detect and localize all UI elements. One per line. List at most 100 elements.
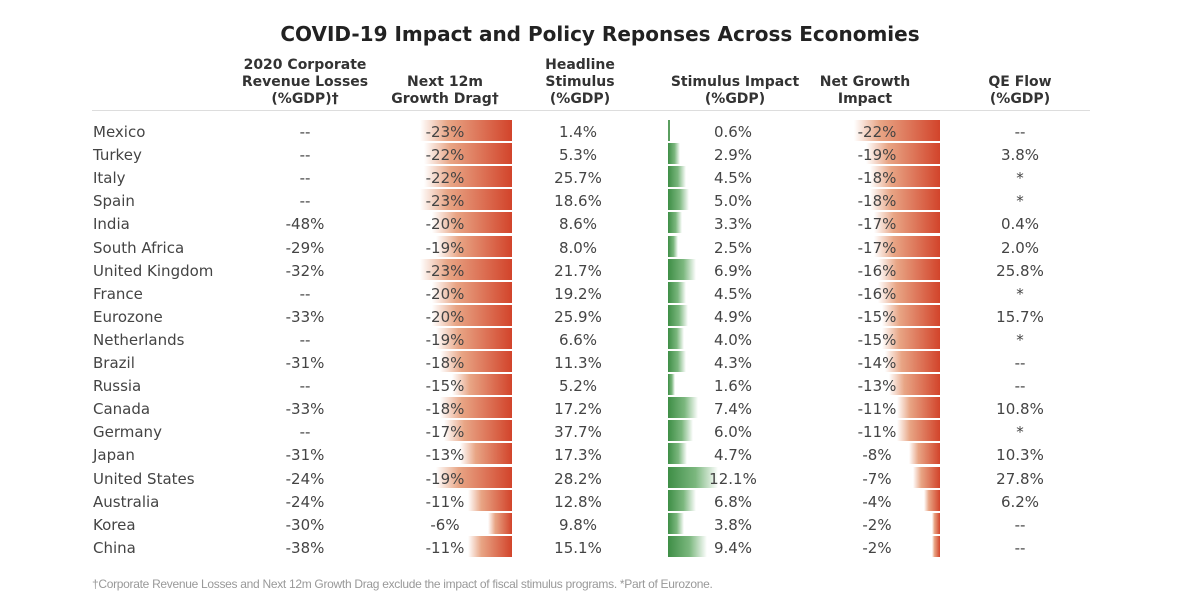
- table-row: United States -24% -19% 28.2% 12.1% -7% 27.8%: [0, 466, 1200, 490]
- footnote: †Corporate Revenue Losses and Next 12m G…: [92, 577, 713, 591]
- revenue-losses-cell: -30%: [285, 515, 325, 534]
- headline-stimulus-cell: 11.3%: [554, 354, 602, 372]
- headline-stimulus-cell: 8.0%: [558, 238, 598, 257]
- growth-drag-bar: [488, 512, 512, 534]
- table-row: Netherlands -- -19% 6.6% 4.0% -15% *: [0, 327, 1200, 351]
- stimulus-impact-bar: [668, 304, 689, 326]
- revenue-losses-cell: -31%: [285, 446, 325, 465]
- header-net-growth: Net Growth Impact: [819, 74, 911, 107]
- stimulus-impact-cell: 5.0%: [713, 192, 753, 211]
- growth-drag-cell: -11%: [425, 492, 465, 511]
- table-row: Russia -- -15% 5.2% 1.6% -13% --: [0, 374, 1200, 397]
- net-growth-cell: -15%: [857, 307, 897, 326]
- net-growth-bar: [854, 120, 940, 141]
- country-label: Russia: [93, 377, 142, 396]
- growth-drag-cell: -19%: [425, 469, 465, 488]
- header-divider: [92, 110, 1090, 111]
- chart-title: COVID-19 Impact and Policy Reponses Acro…: [280, 22, 920, 46]
- growth-drag-bar: [432, 304, 512, 326]
- stimulus-impact-cell: 4.9%: [713, 307, 753, 326]
- stimulus-impact-bar: [668, 281, 687, 303]
- growth-drag-cell: -18%: [425, 400, 465, 419]
- headline-stimulus-cell: 17.3%: [554, 446, 602, 465]
- revenue-losses-cell: --: [299, 423, 311, 442]
- qe-flow-cell: --: [1014, 354, 1026, 372]
- stimulus-impact-bar: [668, 351, 686, 372]
- table-row: China -38% -11% 15.1% 9.4% -2% --: [0, 535, 1200, 559]
- stimulus-impact-cell: 3.3%: [713, 215, 753, 234]
- headline-stimulus-cell: 25.7%: [554, 169, 602, 188]
- headline-stimulus-cell: 28.2%: [554, 469, 602, 488]
- net-growth-cell: -19%: [857, 146, 897, 165]
- net-growth-cell: -11%: [857, 423, 897, 442]
- revenue-losses-cell: --: [299, 169, 311, 188]
- country-label: Australia: [93, 492, 160, 511]
- headline-stimulus-cell: 1.4%: [558, 123, 598, 141]
- net-growth-bar: [877, 281, 940, 303]
- net-growth-cell: -2%: [862, 515, 892, 534]
- stimulus-impact-cell: 4.5%: [713, 284, 753, 303]
- net-growth-bar: [877, 258, 940, 280]
- growth-drag-cell: -23%: [425, 261, 465, 280]
- revenue-losses-cell: -48%: [285, 215, 325, 234]
- stimulus-impact-bar: [668, 489, 696, 511]
- net-growth-bar: [912, 466, 940, 488]
- stimulus-impact-bar: [668, 166, 687, 188]
- growth-drag-bar: [432, 212, 512, 234]
- qe-flow-cell: 15.7%: [996, 307, 1044, 326]
- stimulus-impact-bar: [668, 235, 679, 257]
- net-growth-cell: -18%: [857, 169, 897, 188]
- headline-stimulus-cell: 9.8%: [558, 515, 598, 534]
- net-growth-bar: [908, 443, 940, 465]
- net-growth-cell: -2%: [862, 538, 892, 557]
- growth-drag-bar: [432, 281, 512, 303]
- revenue-losses-cell: --: [299, 192, 311, 211]
- growth-drag-bar: [460, 443, 512, 465]
- table-row: United Kingdom -32% -23% 21.7% 6.9% -16% 25.8%: [0, 258, 1200, 282]
- stimulus-impact-bar: [668, 143, 680, 165]
- net-growth-cell: -4%: [862, 492, 892, 511]
- country-label: China: [93, 538, 136, 557]
- headline-stimulus-cell: 17.2%: [554, 400, 602, 419]
- table-row: Turkey -- -22% 5.3% 2.9% -19% 3.8%: [0, 143, 1200, 166]
- qe-flow-cell: 10.3%: [996, 446, 1044, 465]
- growth-drag-bar: [468, 535, 512, 557]
- net-growth-bar: [897, 397, 940, 419]
- net-growth-bar: [881, 304, 940, 326]
- stimulus-impact-bar: [668, 374, 675, 396]
- country-label: India: [93, 215, 130, 234]
- net-growth-cell: -22%: [857, 123, 897, 141]
- revenue-losses-cell: -24%: [285, 492, 325, 511]
- revenue-losses-cell: --: [299, 377, 311, 396]
- revenue-losses-cell: -33%: [285, 307, 325, 326]
- headline-stimulus-cell: 8.6%: [558, 215, 598, 234]
- country-label: Eurozone: [93, 307, 163, 326]
- net-growth-bar: [924, 489, 940, 511]
- growth-drag-bar: [440, 397, 512, 419]
- growth-drag-cell: -19%: [425, 238, 465, 257]
- growth-drag-cell: -20%: [425, 215, 465, 234]
- revenue-losses-cell: -31%: [285, 354, 325, 372]
- growth-drag-cell: -13%: [425, 446, 465, 465]
- stimulus-impact-bar: [668, 212, 682, 234]
- growth-drag-bar: [468, 489, 512, 511]
- net-growth-cell: -18%: [857, 192, 897, 211]
- headline-stimulus-cell: 12.8%: [554, 492, 602, 511]
- stimulus-impact-bar: [668, 443, 688, 465]
- qe-flow-cell: *: [1016, 330, 1024, 349]
- growth-drag-bar: [424, 166, 512, 188]
- country-label: South Africa: [93, 238, 185, 257]
- stimulus-impact-cell: 4.3%: [713, 354, 753, 372]
- net-growth-cell: -13%: [857, 377, 897, 396]
- stimulus-impact-cell: 3.8%: [713, 515, 753, 534]
- table-row: Mexico -- -23% 1.4% 0.6% -22% --: [0, 120, 1200, 143]
- net-growth-bar: [869, 189, 940, 211]
- stimulus-impact-cell: 0.6%: [713, 123, 753, 141]
- country-label: France: [93, 284, 143, 303]
- growth-drag-bar: [420, 120, 512, 141]
- country-label: Mexico: [93, 123, 146, 141]
- growth-drag-bar: [436, 235, 512, 257]
- growth-drag-cell: -22%: [425, 146, 465, 165]
- net-growth-bar: [881, 327, 940, 349]
- net-growth-bar: [932, 535, 940, 557]
